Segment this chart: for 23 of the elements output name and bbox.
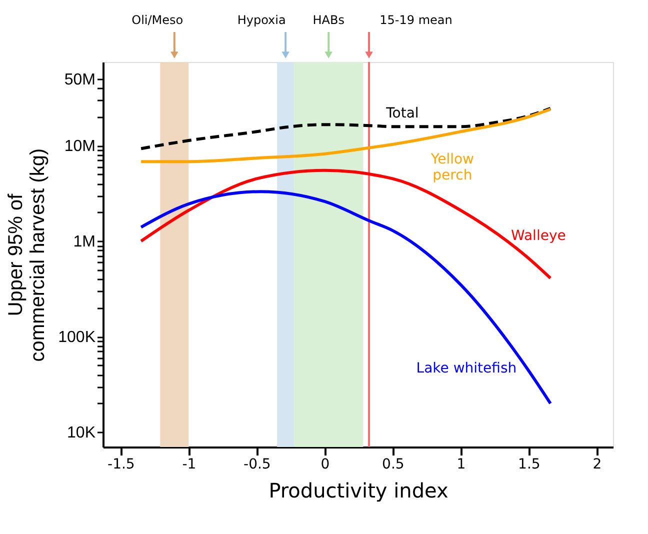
ref-line-label: 15-19 mean [380, 13, 452, 27]
series-label: Lake whitefish [416, 360, 517, 376]
band-label: Oli/Meso [132, 13, 184, 27]
y-tick-label: 1M [73, 234, 96, 251]
x-axis-title: Productivity index [268, 478, 448, 502]
x-tick-label: 1 [456, 456, 466, 472]
y-tick-label: 10M [64, 138, 96, 156]
y-tick-label: 50M [64, 71, 96, 88]
x-tick-label: 0.5 [382, 456, 404, 472]
x-tick-label: -0.5 [244, 456, 271, 472]
y-tick-label: 100K [58, 329, 96, 346]
y-axis-title: Upper 95% of commercial harvest (kg) [5, 148, 50, 362]
series-label: Yellow perch [430, 151, 474, 184]
band-label: Hypoxia [237, 13, 286, 27]
y-tick-label: 10K [67, 424, 96, 442]
x-tick-label: 2 [592, 456, 602, 472]
x-tick-label: -1 [182, 456, 196, 472]
series-label: Total [385, 105, 419, 122]
x-tick-label: 0 [320, 456, 330, 472]
x-tick-label: 1.5 [518, 456, 540, 472]
series-label: Walleye [511, 228, 566, 244]
x-tick-label: -1.5 [108, 456, 135, 472]
band-label: HABs [312, 13, 344, 27]
